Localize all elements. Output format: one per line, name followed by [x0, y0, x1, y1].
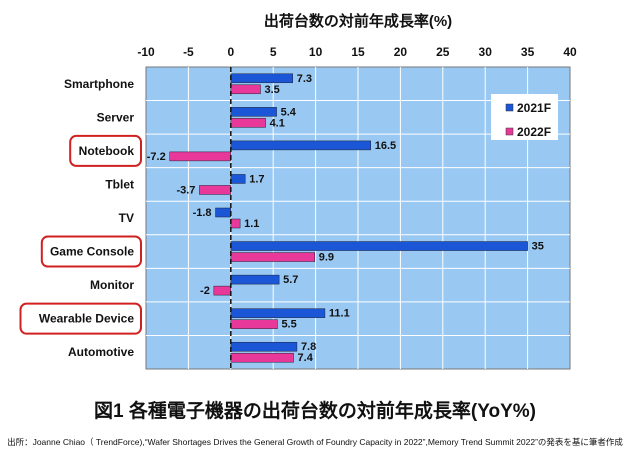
bar-2021F: [230, 174, 246, 184]
x-tick-label: 30: [479, 45, 493, 59]
bar-2021F: [215, 207, 232, 218]
x-tick-label: -5: [183, 45, 194, 59]
category-label: TV: [119, 211, 134, 225]
bar-2021F: [230, 73, 293, 84]
legend-box: [491, 94, 558, 140]
bar-chart: 出荷台数の対前年成長率(%) -10 -5 0 5 10 15 20 25 30 35 40 Smart…: [19, 12, 577, 370]
bar-2022F: [230, 252, 316, 262]
bar-2021F: [230, 341, 298, 352]
legend-label: 2022F: [517, 125, 551, 139]
data-label: 16.5: [375, 140, 396, 152]
data-label: 1.7: [249, 173, 264, 185]
data-label: 1.1: [244, 218, 259, 230]
x-tick-label: 5: [270, 45, 277, 59]
category-label: Server: [97, 110, 135, 124]
category-label: Wearable Device: [39, 312, 134, 326]
bar-2021F: [230, 308, 326, 318]
data-label: -2: [200, 285, 210, 297]
category-label: Game Console: [50, 245, 134, 259]
data-label: 3.5: [264, 84, 279, 96]
data-label: 5.4: [281, 106, 297, 118]
data-label: 11.1: [329, 308, 350, 320]
figure-caption: 図1 各種電子機器の出荷台数の対前年成長率(YoY%): [94, 401, 536, 422]
category-label: Automotive: [68, 345, 134, 359]
bar-2022F: [230, 319, 278, 329]
category-label: Smartphone: [64, 77, 134, 91]
source-note: 出所：Joanne Chiao（ TrendForce),“Wafer Shor…: [7, 437, 623, 447]
bar-2022F: [199, 185, 232, 195]
legend-swatch: [505, 103, 514, 112]
data-label: 5.7: [283, 274, 298, 286]
category-label: Monitor: [90, 278, 134, 292]
data-label: 9.9: [319, 252, 334, 264]
x-tick-label: 35: [521, 45, 535, 59]
legend-label: 2021F: [517, 101, 551, 115]
x-tick-label: 20: [394, 45, 408, 59]
bar-2021F: [230, 241, 528, 251]
data-label: 7.3: [297, 73, 312, 85]
legend-swatch: [505, 127, 514, 136]
bar-2022F: [169, 151, 232, 162]
highlight-box: [19, 302, 142, 335]
x-tick-label: 15: [351, 45, 365, 59]
data-label: -7.2: [147, 151, 166, 163]
bar-2021F: [230, 140, 371, 151]
data-label: -1.8: [193, 207, 212, 219]
x-tick-label: 25: [436, 45, 450, 59]
x-tick-label: 10: [309, 45, 323, 59]
category-label: Tblet: [105, 177, 134, 191]
data-label: 4.1: [270, 117, 285, 129]
category-label: Notebook: [79, 144, 135, 158]
x-tick-label: 40: [563, 45, 577, 59]
x-tick-label: 0: [227, 45, 234, 59]
data-label: -3.7: [176, 184, 195, 196]
highlight-box: [69, 134, 142, 167]
chart-title: 出荷台数の対前年成長率(%): [264, 12, 452, 30]
data-label: 7.4: [298, 352, 314, 364]
data-label: 7.8: [301, 341, 316, 353]
bar-2021F: [230, 274, 280, 285]
bar-2022F: [230, 218, 241, 229]
highlight-box: [40, 235, 142, 268]
bar-2022F: [230, 352, 294, 363]
bar-2022F: [230, 84, 261, 95]
bar-2022F: [213, 285, 232, 296]
data-label: 35: [532, 241, 544, 253]
x-tick-label: -10: [137, 45, 155, 59]
bar-2022F: [230, 118, 266, 128]
data-label: 5.5: [281, 319, 296, 331]
bar-2021F: [230, 107, 277, 117]
